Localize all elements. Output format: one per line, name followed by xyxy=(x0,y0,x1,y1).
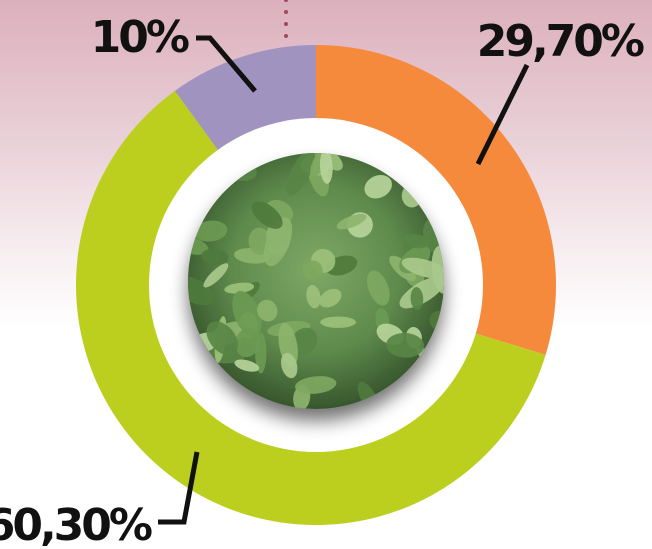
slice-label-1: 29,70% xyxy=(477,16,644,67)
slice-label-2: 60,30% xyxy=(0,500,152,549)
slice-label-3: 10% xyxy=(91,12,189,63)
leader-line-1 xyxy=(475,63,530,166)
leader-line-3 xyxy=(196,35,257,93)
leader-line-2 xyxy=(158,451,200,525)
